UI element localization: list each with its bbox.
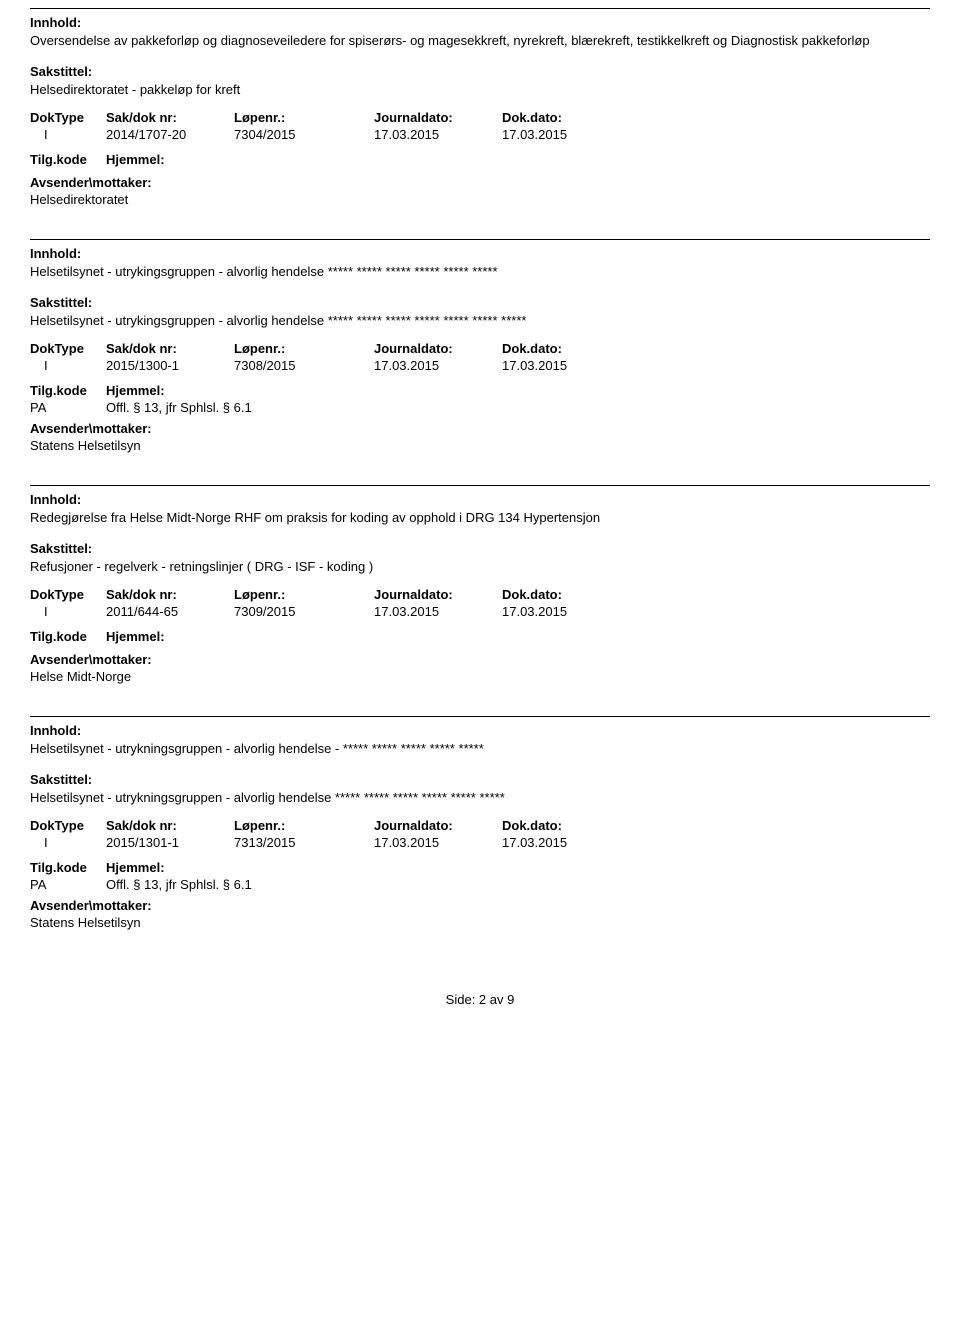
- doktype-header: DokType: [30, 106, 106, 125]
- avsender-label: Avsender\mottaker:: [30, 417, 930, 438]
- hjemmel-value: Offl. § 13, jfr Sphlsl. § 6.1: [106, 398, 252, 417]
- saknr-header: Sak/dok nr:: [106, 814, 234, 833]
- tilgkode-value: [30, 644, 106, 648]
- tilg-value-row: PA Offl. § 13, jfr Sphlsl. § 6.1: [30, 398, 930, 417]
- lopenr-header: Løpenr.:: [234, 814, 374, 833]
- sakstittel-label: Sakstittel:: [30, 289, 930, 312]
- avsender-label: Avsender\mottaker:: [30, 648, 930, 669]
- saknr-header: Sak/dok nr:: [106, 106, 234, 125]
- saknr-value: 2015/1301-1: [106, 833, 234, 854]
- dokdato-header: Dok.dato:: [502, 583, 630, 602]
- tilgkode-header: Tilg.kode: [30, 623, 106, 644]
- tilg-header-row: Tilg.kode Hjemmel:: [30, 854, 930, 875]
- innhold-value: Oversendelse av pakkeforløp og diagnosev…: [30, 32, 930, 58]
- dokdato-value: 17.03.2015: [502, 125, 630, 146]
- tilg-header-row: Tilg.kode Hjemmel:: [30, 146, 930, 167]
- innhold-value: Helsetilsynet - utrykningsgruppen - alvo…: [30, 740, 930, 766]
- saknr-header: Sak/dok nr:: [106, 337, 234, 356]
- journaldato-value: 17.03.2015: [374, 125, 502, 146]
- meta-row: DokType I Sak/dok nr: 2011/644-65 Løpenr…: [30, 583, 930, 623]
- journaldato-header: Journaldato:: [374, 814, 502, 833]
- lopenr-header: Løpenr.:: [234, 583, 374, 602]
- lopenr-header: Løpenr.:: [234, 337, 374, 356]
- meta-row: DokType I Sak/dok nr: 2015/1300-1 Løpenr…: [30, 337, 930, 377]
- sakstittel-value: Helsetilsynet - utrykingsgruppen - alvor…: [30, 312, 930, 338]
- journal-record: Innhold: Redegjørelse fra Helse Midt-Nor…: [30, 485, 930, 690]
- page-footer: Side: 2 av 9: [30, 962, 930, 1007]
- doktype-header: DokType: [30, 583, 106, 602]
- doktype-value: I: [30, 125, 106, 146]
- innhold-value: Helsetilsynet - utrykingsgruppen - alvor…: [30, 263, 930, 289]
- tilg-header-row: Tilg.kode Hjemmel:: [30, 377, 930, 398]
- dokdato-value: 17.03.2015: [502, 602, 630, 623]
- innhold-value: Redegjørelse fra Helse Midt-Norge RHF om…: [30, 509, 930, 535]
- avsender-label: Avsender\mottaker:: [30, 894, 930, 915]
- journaldato-header: Journaldato:: [374, 106, 502, 125]
- sakstittel-label: Sakstittel:: [30, 766, 930, 789]
- saknr-value: 2011/644-65: [106, 602, 234, 623]
- avsender-value: Statens Helsetilsyn: [30, 915, 930, 936]
- lopenr-value: 7313/2015: [234, 833, 374, 854]
- tilgkode-header: Tilg.kode: [30, 854, 106, 875]
- journaldato-value: 17.03.2015: [374, 356, 502, 377]
- hjemmel-header: Hjemmel:: [106, 377, 165, 398]
- journal-record: Innhold: Helsetilsynet - utrykningsgrupp…: [30, 716, 930, 936]
- sakstittel-label: Sakstittel:: [30, 535, 930, 558]
- tilg-header-row: Tilg.kode Hjemmel:: [30, 623, 930, 644]
- avsender-value: Helse Midt-Norge: [30, 669, 930, 690]
- innhold-label: Innhold:: [30, 9, 930, 32]
- doktype-value: I: [30, 833, 106, 854]
- avsender-value: Statens Helsetilsyn: [30, 438, 930, 459]
- doktype-header: DokType: [30, 337, 106, 356]
- doktype-value: I: [30, 356, 106, 377]
- lopenr-value: 7304/2015: [234, 125, 374, 146]
- journal-record: Innhold: Helsetilsynet - utrykingsgruppe…: [30, 239, 930, 459]
- tilgkode-header: Tilg.kode: [30, 146, 106, 167]
- doktype-header: DokType: [30, 814, 106, 833]
- tilgkode-value: PA: [30, 875, 106, 894]
- tilgkode-value: [30, 167, 106, 171]
- hjemmel-header: Hjemmel:: [106, 854, 165, 875]
- dokdato-value: 17.03.2015: [502, 833, 630, 854]
- sakstittel-label: Sakstittel:: [30, 58, 930, 81]
- sakstittel-value: Refusjoner - regelverk - retningslinjer …: [30, 558, 930, 584]
- dokdato-header: Dok.dato:: [502, 106, 630, 125]
- saknr-value: 2015/1300-1: [106, 356, 234, 377]
- tilg-value-row: PA Offl. § 13, jfr Sphlsl. § 6.1: [30, 875, 930, 894]
- sakstittel-value: Helsetilsynet - utrykningsgruppen - alvo…: [30, 789, 930, 815]
- lopenr-value: 7309/2015: [234, 602, 374, 623]
- hjemmel-value: Offl. § 13, jfr Sphlsl. § 6.1: [106, 875, 252, 894]
- avsender-value: Helsedirektoratet: [30, 192, 930, 213]
- journaldato-header: Journaldato:: [374, 337, 502, 356]
- doktype-value: I: [30, 602, 106, 623]
- journaldato-header: Journaldato:: [374, 583, 502, 602]
- avsender-label: Avsender\mottaker:: [30, 171, 930, 192]
- dokdato-header: Dok.dato:: [502, 814, 630, 833]
- dokdato-header: Dok.dato:: [502, 337, 630, 356]
- tilgkode-value: PA: [30, 398, 106, 417]
- innhold-label: Innhold:: [30, 717, 930, 740]
- journal-record: Innhold: Oversendelse av pakkeforløp og …: [30, 8, 930, 213]
- dokdato-value: 17.03.2015: [502, 356, 630, 377]
- tilgkode-header: Tilg.kode: [30, 377, 106, 398]
- lopenr-value: 7308/2015: [234, 356, 374, 377]
- hjemmel-header: Hjemmel:: [106, 146, 165, 167]
- page: Innhold: Oversendelse av pakkeforløp og …: [0, 0, 960, 1334]
- innhold-label: Innhold:: [30, 486, 930, 509]
- meta-row: DokType I Sak/dok nr: 2014/1707-20 Løpen…: [30, 106, 930, 146]
- sakstittel-value: Helsedirektoratet - pakkeløp for kreft: [30, 81, 930, 107]
- journaldato-value: 17.03.2015: [374, 833, 502, 854]
- saknr-value: 2014/1707-20: [106, 125, 234, 146]
- meta-row: DokType I Sak/dok nr: 2015/1301-1 Løpenr…: [30, 814, 930, 854]
- hjemmel-header: Hjemmel:: [106, 623, 165, 644]
- journaldato-value: 17.03.2015: [374, 602, 502, 623]
- innhold-label: Innhold:: [30, 240, 930, 263]
- saknr-header: Sak/dok nr:: [106, 583, 234, 602]
- lopenr-header: Løpenr.:: [234, 106, 374, 125]
